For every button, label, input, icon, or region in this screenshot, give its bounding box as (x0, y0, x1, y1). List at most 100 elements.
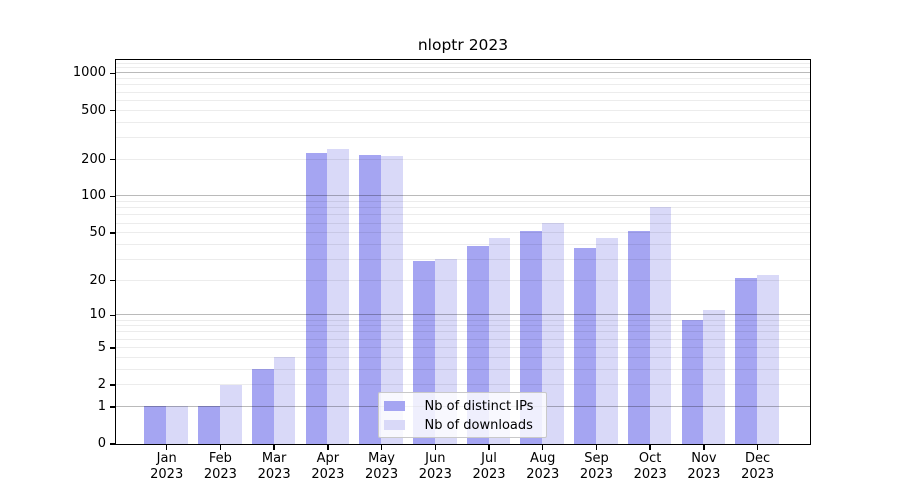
bar-ips-oct (627, 230, 650, 444)
gridline-20 (115, 279, 810, 281)
y-tick-mark (110, 232, 116, 234)
gridline-60 (115, 222, 810, 224)
bar-downloads-jan (166, 406, 188, 444)
gridline-700 (115, 91, 810, 93)
gridline-70 (115, 214, 810, 216)
x-tick-mark (649, 444, 651, 450)
x-tick-mark (595, 444, 598, 450)
x-tick-label-dec: Dec 2023 (741, 451, 775, 482)
y-tick-mark (110, 109, 116, 112)
gridline-2 (115, 384, 810, 386)
legend-label-distinct-ips: Nb of distinct IPs (424, 398, 534, 414)
x-tick-mark (434, 444, 437, 450)
y-tick-mark (110, 72, 116, 75)
gridline-900 (115, 78, 810, 80)
y-tick-label-1: 1 (97, 398, 106, 414)
plot-area: Nb of distinct IPs Nb of downloads (114, 59, 811, 445)
x-tick-mark (165, 444, 168, 450)
y-tick-mark (110, 347, 116, 349)
bar-downloads-oct (649, 207, 672, 444)
x-tick-label-aug: Aug 2023 (526, 451, 560, 482)
bar-downloads-sep (595, 238, 618, 444)
gridline-5 (115, 346, 810, 348)
gridline-10 (115, 314, 810, 316)
y-tick-label-10: 10 (89, 307, 106, 323)
legend: Nb of distinct IPs Nb of downloads (377, 391, 547, 438)
x-tick-label-oct: Oct 2023 (633, 451, 667, 482)
x-tick-mark (273, 444, 275, 450)
bar-ips-may (359, 155, 382, 444)
legend-label-downloads: Nb of downloads (424, 417, 533, 433)
y-tick-label-20: 20 (89, 272, 106, 288)
legend-item-distinct-ips: Nb of distinct IPs (383, 398, 540, 415)
y-tick-mark (110, 406, 116, 408)
bar-ips-dec (735, 277, 758, 444)
bar-ips-aug (520, 230, 543, 444)
chart-title: nloptr 2023 (417, 36, 509, 54)
x-tick-label-jan: Jan 2023 (150, 451, 184, 482)
gridline-8 (115, 325, 810, 327)
gridline-200 (115, 158, 810, 160)
grid-layer (115, 60, 810, 444)
x-tick-mark (327, 444, 329, 450)
bar-downloads-feb (219, 384, 242, 444)
bar-downloads-mar (273, 357, 296, 444)
bar-ips-apr (305, 153, 328, 444)
bar-ips-mar (251, 369, 274, 444)
gridline-50 (115, 232, 810, 234)
y-tick-label-50: 50 (89, 225, 106, 241)
gridline-500 (115, 109, 810, 111)
gridline-600 (115, 99, 810, 101)
x-tick-mark (380, 444, 383, 450)
bar-ips-jan (144, 406, 167, 444)
y-tick-label-500: 500 (81, 102, 106, 118)
x-tick-mark (703, 444, 705, 450)
x-tick-label-apr: Apr 2023 (311, 451, 345, 482)
x-tick-label-sep: Sep 2023 (579, 451, 613, 482)
gridline-100 (115, 195, 810, 197)
gridline-800 (115, 84, 810, 86)
bar-ips-sep (574, 248, 596, 444)
x-tick-mark (756, 444, 759, 450)
y-tick-mark (110, 158, 116, 161)
bar-downloads-aug (542, 223, 565, 444)
x-tick-label-mar: Mar 2023 (257, 451, 291, 482)
x-tick-label-may: May 2023 (365, 451, 399, 482)
y-tick-mark (110, 443, 116, 445)
y-tick-label-2: 2 (97, 377, 106, 393)
gridline-1100 (115, 67, 810, 69)
x-tick-label-jul: Jul 2023 (472, 451, 506, 482)
y-tick-label-0: 0 (97, 436, 106, 451)
gridline-80 (115, 207, 810, 209)
bar-downloads-nov (703, 310, 726, 444)
y-tick-label-200: 200 (81, 151, 106, 167)
y-tick-mark (110, 279, 116, 282)
x-tick-mark (488, 444, 490, 450)
y-tick-mark (110, 314, 116, 317)
bar-downloads-dec (757, 275, 779, 444)
bar-ips-feb (198, 406, 220, 444)
bar-downloads-may (381, 156, 403, 444)
x-tick-label-feb: Feb 2023 (203, 451, 237, 482)
gridline-9 (115, 319, 810, 321)
x-tick-label-jun: Jun 2023 (418, 451, 452, 482)
y-tick-mark (110, 195, 116, 198)
legend-swatch-distinct-ips (383, 400, 405, 412)
x-tick-mark (541, 444, 544, 450)
gridline-300 (115, 136, 810, 138)
legend-item-downloads: Nb of downloads (383, 417, 540, 434)
gridline-400 (115, 121, 810, 123)
legend-swatch-downloads (383, 419, 405, 431)
gridline-7 (115, 331, 810, 333)
y-tick-label-1000: 1000 (72, 65, 106, 81)
bar-downloads-apr (327, 149, 350, 444)
gridline-1000 (115, 72, 810, 74)
gridline-3 (115, 368, 810, 370)
gridline-6 (115, 338, 810, 340)
x-tick-label-nov: Nov 2023 (687, 451, 721, 482)
gridline-4 (115, 356, 810, 358)
gridline-40 (115, 243, 810, 245)
x-tick-mark (219, 444, 222, 450)
gridline-90 (115, 201, 810, 203)
